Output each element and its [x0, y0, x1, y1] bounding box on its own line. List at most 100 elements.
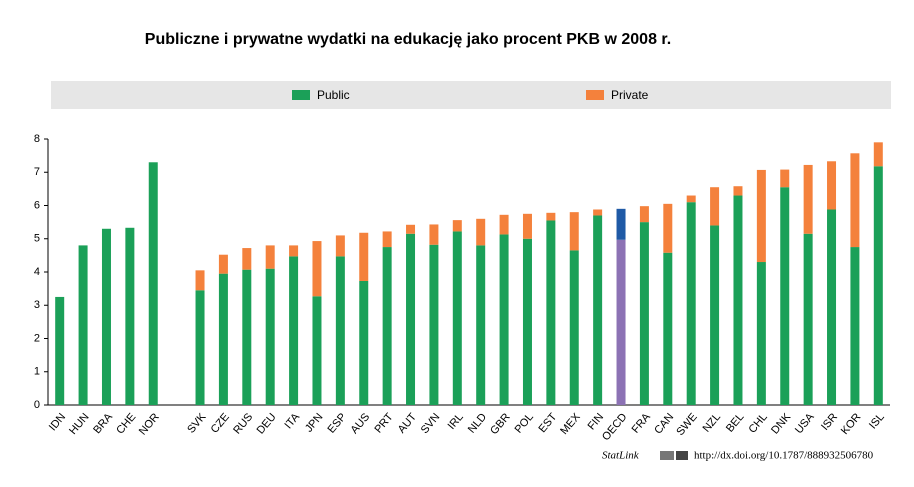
x-tick-label: OECD	[600, 411, 630, 443]
bar-segment	[101, 228, 111, 405]
bar-segment	[827, 209, 837, 405]
x-tick-label: NOR	[137, 411, 162, 437]
bar-segment	[850, 153, 860, 248]
bar-segment	[686, 202, 696, 405]
bar-segment	[55, 296, 65, 405]
bar-segment	[710, 225, 720, 405]
y-tick-label: 1	[34, 366, 40, 378]
bar-segment	[733, 195, 743, 405]
legend-label: Public	[317, 88, 350, 102]
y-tick-label: 0	[34, 399, 40, 411]
y-tick-label: 8	[34, 133, 40, 145]
y-tick-label: 3	[34, 299, 40, 311]
x-tick-label: JPN	[303, 411, 326, 435]
bar-segment	[359, 232, 369, 281]
bar-segment	[663, 252, 673, 405]
y-tick-label: 4	[34, 266, 40, 278]
bar-segment	[289, 245, 299, 257]
bar-segment	[429, 224, 439, 245]
bar-segment	[148, 162, 158, 405]
bar-segment	[733, 186, 743, 196]
bar-segment	[803, 164, 813, 234]
x-tick-label: NZL	[701, 411, 724, 435]
x-tick-label: ESP	[326, 411, 349, 436]
x-tick-label: CZE	[209, 411, 232, 436]
x-tick-label: CHL	[747, 411, 770, 436]
bar-segment	[242, 269, 252, 405]
bar-segment	[429, 244, 439, 405]
x-tick-label: POL	[513, 411, 536, 436]
bar-segment	[452, 220, 462, 232]
bar-segment	[499, 214, 509, 235]
statlink-label: StatLink	[602, 450, 640, 462]
bar-segment	[312, 296, 322, 405]
x-tick-label: SVK	[185, 411, 209, 436]
legend-box	[51, 81, 891, 109]
bar-segment	[335, 235, 345, 257]
bar-segment	[499, 234, 509, 405]
bar-segment	[265, 268, 275, 405]
x-tick-label: FIN	[586, 411, 607, 432]
x-tick-label: CAN	[652, 411, 676, 437]
bar-segment	[242, 248, 252, 270]
bar-segment	[803, 233, 813, 405]
bar-segment	[522, 213, 532, 239]
bar-segment	[639, 206, 649, 223]
bar-segment	[546, 220, 556, 405]
bar-segment	[780, 169, 790, 188]
bar-segment	[125, 227, 135, 405]
bar-segment	[218, 254, 228, 274]
bar-segment	[569, 250, 579, 405]
bar-segment	[873, 166, 883, 405]
x-tick-label: EST	[536, 411, 559, 435]
bar-segment	[452, 231, 462, 405]
source-url: http://dx.doi.org/10.1787/888932506780	[694, 450, 874, 462]
bar-segment	[312, 241, 322, 297]
y-tick-label: 2	[34, 332, 40, 344]
bar-segment	[78, 245, 88, 405]
bar-segment	[382, 231, 392, 248]
x-tick-label: ISR	[819, 411, 840, 433]
bar-segment	[476, 245, 486, 405]
bar-segment	[569, 212, 579, 251]
bar-segment	[546, 212, 556, 221]
x-tick-label: DNK	[769, 411, 794, 437]
x-tick-label: BEL	[724, 411, 747, 435]
x-tick-label: AUS	[349, 411, 373, 436]
bar-segment	[195, 270, 205, 291]
statlink-icon	[660, 451, 688, 460]
bar-segment	[335, 256, 345, 405]
bar-segment	[406, 224, 416, 234]
bar-segment	[780, 187, 790, 405]
x-tick-label: SWE	[674, 411, 699, 438]
bar-segment	[663, 203, 673, 253]
x-tick-label: HUN	[67, 411, 92, 437]
bar-segment	[616, 208, 626, 240]
bar-segment	[756, 262, 766, 405]
bar-segment	[850, 247, 860, 405]
x-tick-label: ISL	[867, 411, 887, 431]
bar-segment	[873, 142, 883, 167]
bar-segment	[639, 222, 649, 405]
x-tick-label: ITA	[282, 411, 302, 432]
bar-segment	[593, 215, 603, 405]
y-tick-label: 5	[34, 233, 40, 245]
chart-title: Publiczne i prywatne wydatki na edukację…	[145, 31, 671, 48]
bar-segment	[218, 273, 228, 405]
bar-segment	[265, 245, 275, 269]
bar-segment	[406, 233, 416, 405]
bar-segment	[476, 218, 486, 246]
x-tick-label: RUS	[231, 411, 255, 437]
bar-segment	[195, 290, 205, 405]
x-tick-label: GBR	[488, 411, 513, 437]
x-tick-label: KOR	[839, 411, 864, 437]
bar-segment	[359, 280, 369, 405]
x-tick-label: MEX	[558, 411, 583, 437]
x-tick-label: IDN	[47, 411, 68, 433]
bar-segment	[382, 247, 392, 405]
x-tick-label: BRA	[91, 411, 115, 437]
x-tick-label: DEU	[255, 411, 279, 437]
x-tick-label: NLD	[466, 411, 489, 436]
y-tick-label: 7	[34, 166, 40, 178]
bar-segment	[686, 195, 696, 203]
